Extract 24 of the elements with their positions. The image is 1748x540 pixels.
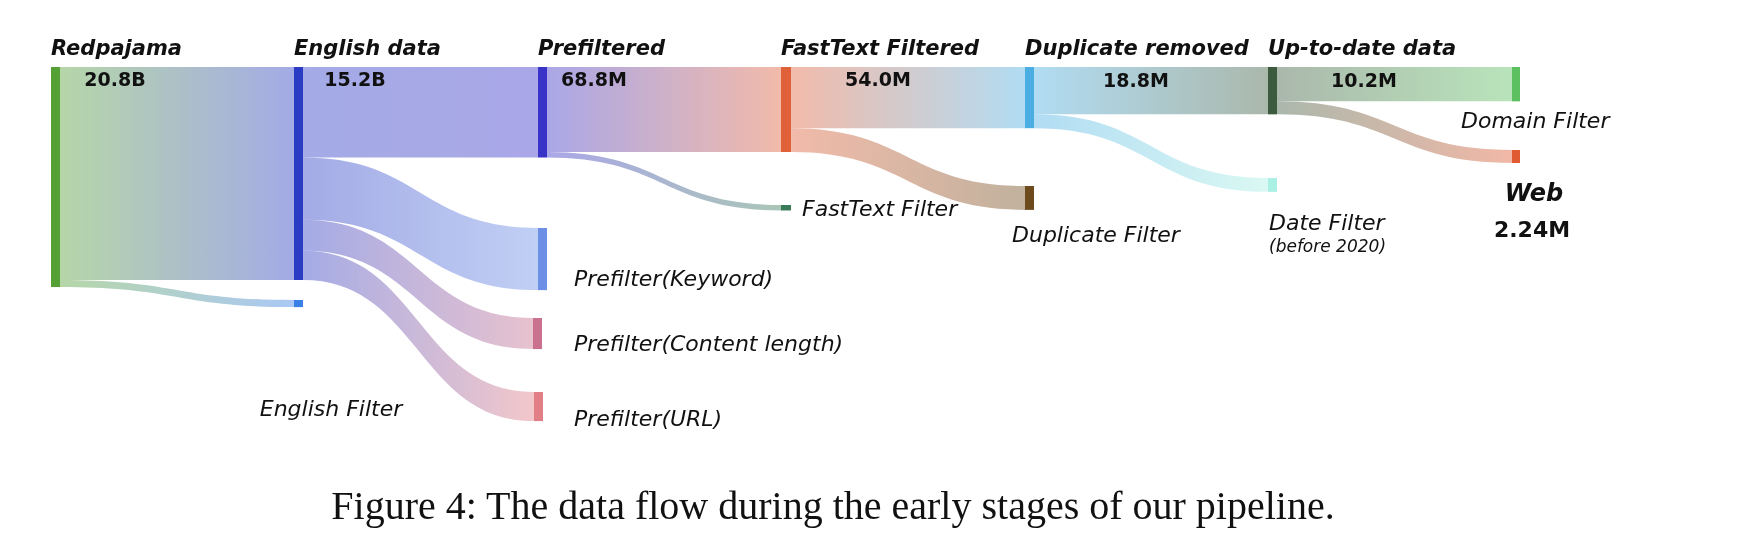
category-label: Duplicate removed [1025,36,1250,61]
data-label: 15.2B [324,67,386,90]
data-label: 54.0M [845,67,911,90]
data-label: 18.8M [1103,68,1169,91]
category-label: FastText Filter [802,195,960,221]
category-label: Redpajama [51,36,183,61]
category-label: Up-to-date data [1268,36,1457,61]
data-label: 20.8B [84,67,146,90]
data-label: 68.8M [561,67,627,90]
category-label: Date Filter [1269,209,1387,235]
category-label: Web [1504,179,1564,208]
category-label: Prefiltered [538,36,666,61]
category-label: Prefilter(Keyword) [574,265,774,291]
category-label: Prefilter(URL) [574,405,723,431]
category-label: FastText Filtered [781,36,981,61]
category-label: Prefilter(Content length) [574,330,844,356]
category-label: Domain Filter [1461,107,1612,133]
text: (before 2020) [1269,236,1387,257]
data-label: 2.24M [1493,216,1571,242]
category-label: Duplicate Filter [1012,221,1182,247]
category-label: English data [294,36,441,61]
data-label: 10.2M [1331,68,1397,91]
category-label: English Filter [259,395,405,421]
caption: Figure 4: The data flow during the early stages of our pipeline. [331,482,1335,528]
